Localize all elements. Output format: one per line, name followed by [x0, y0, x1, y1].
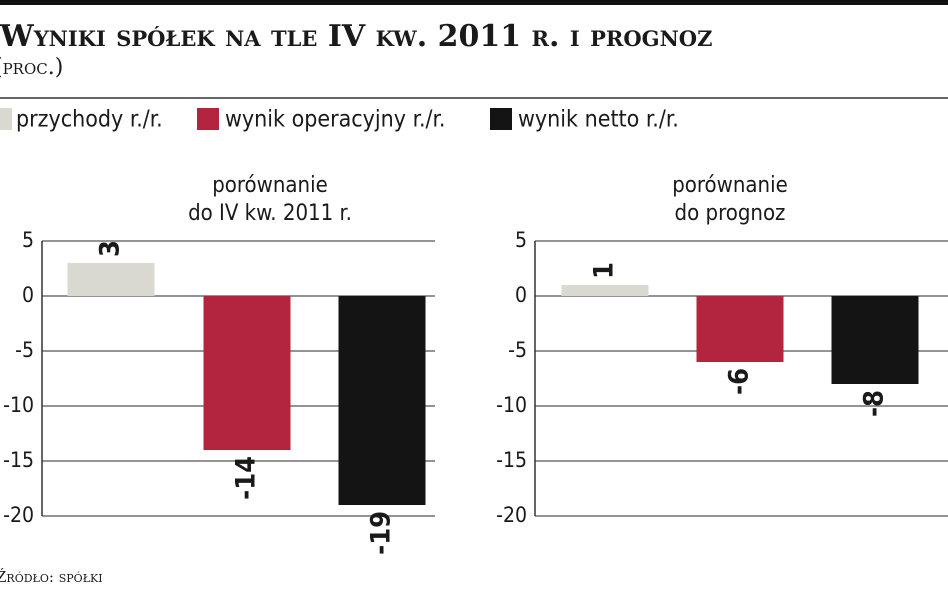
bar — [203, 296, 291, 450]
value-label: 3 — [95, 240, 126, 257]
y-tick-label: -5 — [508, 338, 527, 362]
value-label: -8 — [859, 390, 890, 417]
bar — [696, 296, 784, 362]
y-tick-label: -15 — [496, 448, 527, 472]
bar — [561, 285, 649, 296]
value-label: -19 — [366, 511, 397, 555]
y-tick-label: -20 — [3, 503, 34, 527]
y-tick-label: 5 — [515, 228, 527, 252]
y-tick-label: 5 — [22, 228, 34, 252]
top-rule — [0, 0, 948, 5]
y-tick-label: -20 — [496, 503, 527, 527]
legend-swatch — [490, 108, 512, 130]
value-label: -14 — [231, 456, 262, 500]
legend-swatch — [197, 108, 219, 130]
legend-swatch — [0, 108, 12, 130]
chart-title: porównanie — [212, 173, 328, 198]
bar — [831, 296, 919, 384]
bar — [338, 296, 426, 505]
value-label: 1 — [589, 262, 620, 279]
chart-title: do prognoz — [675, 201, 786, 226]
chart-title: do IV kw. 2011 r. — [188, 201, 352, 226]
legend-label: wynik operacyjny r./r. — [225, 107, 446, 133]
subtitle: (proc.) — [0, 55, 63, 80]
y-tick-label: -15 — [3, 448, 34, 472]
title: Wyniki spółek na tle IV kw. 2011 r. i pr… — [0, 19, 712, 54]
y-tick-label: -5 — [15, 338, 34, 362]
bar — [67, 263, 155, 296]
y-tick-label: -10 — [496, 393, 527, 417]
y-tick-label: 0 — [22, 283, 34, 307]
y-tick-label: 0 — [515, 283, 527, 307]
legend-label: przychody r./r. — [16, 107, 163, 133]
legend-label: wynik netto r./r. — [518, 107, 679, 133]
source: Źródło: spółki — [0, 568, 103, 586]
value-label: -6 — [724, 368, 755, 395]
y-tick-label: -10 — [3, 393, 34, 417]
chart-title: porównanie — [672, 173, 788, 198]
